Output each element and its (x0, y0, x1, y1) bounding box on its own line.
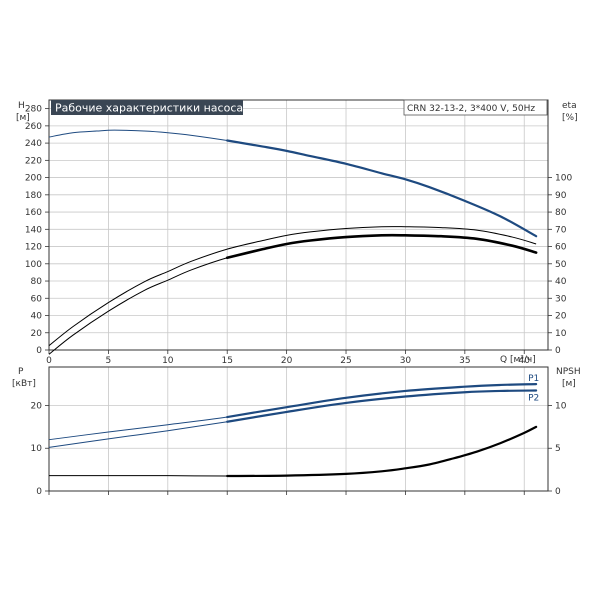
y-left-tick-label: 0 (36, 346, 42, 356)
y-left-tick-label: 160 (25, 208, 42, 218)
series-label-p2: P2 (528, 394, 539, 404)
y-left-tick-label: 60 (31, 294, 43, 304)
y-right-tick-label: 80 (555, 208, 567, 218)
chart-title: Рабочие характеристики насоса (55, 102, 243, 115)
y-right-tick-label: 100 (555, 174, 572, 184)
y-right-tick-label: 10 (555, 329, 567, 339)
x-tick-label: 40 (519, 356, 531, 366)
y-axis-right-unit: [%] (562, 113, 578, 123)
y-left-tick-label: 100 (25, 260, 42, 270)
bottom-plot-frame (48, 366, 549, 492)
y-right-tick-label: 90 (555, 191, 567, 201)
y-right-tick-label: 20 (555, 312, 567, 322)
y-left-tick-label: 10 (31, 444, 43, 454)
y-left-tick-label: 140 (25, 225, 42, 235)
p1-curve-operating-range (226, 383, 538, 419)
head-curve-operating-range (226, 139, 538, 238)
y-right-tick-label: 30 (555, 294, 567, 304)
y-axis-right-name: eta (562, 101, 577, 111)
x-tick-label: 20 (281, 356, 293, 366)
y-right-tick-label: 0 (555, 346, 561, 356)
top-plot-frame (48, 99, 549, 351)
y-axis-right-unit-bottom: [м] (562, 379, 576, 389)
y-right-tick-label: 0 (555, 487, 561, 497)
y-axis-right-name-bottom: NPSH (556, 367, 581, 377)
y-right-tick-label: 40 (555, 277, 567, 287)
y-right-tick-label: 5 (555, 444, 561, 454)
y-axis-left-unit: [м] (16, 113, 30, 123)
y-left-tick-label: 240 (25, 139, 42, 149)
x-tick-label: 0 (46, 356, 52, 366)
bottom-series: P1 P2 (48, 374, 539, 478)
y-right-tick-label: 10 (555, 401, 567, 411)
y-axis-left-unit-bottom: [кВт] (12, 379, 36, 389)
efficiency-curve-operating-range (225, 233, 538, 260)
y-left-tick-label: 80 (31, 277, 43, 287)
top-series (48, 129, 538, 355)
model-label: CRN 32-13-2, 3*400 V, 50Hz (407, 104, 535, 114)
y-left-tick-label: 260 (25, 122, 42, 132)
title-box (51, 100, 243, 115)
y-left-tick-label: 0 (36, 487, 42, 497)
p2-curve-operating-range (226, 389, 538, 423)
y-axis-left-name-bottom: P (18, 367, 24, 377)
efficiency-curve-outline-upper (48, 226, 537, 347)
y-left-tick-label: 40 (31, 312, 43, 322)
y-left-tick-label: 180 (25, 191, 42, 201)
y-left-tick-label: 120 (25, 243, 42, 253)
npsh-curve-operating-range (226, 425, 538, 478)
x-tick-label: 30 (400, 356, 412, 366)
y-left-tick-label: 220 (25, 156, 42, 166)
y-left-tick-label: 20 (31, 401, 43, 411)
y-right-tick-label: 50 (555, 260, 567, 270)
y-right-tick-label: 60 (555, 243, 567, 253)
y-left-tick-label: 200 (25, 174, 42, 184)
y-right-tick-label: 70 (555, 225, 567, 235)
x-tick-label: 15 (221, 356, 232, 366)
top-tick-labels: 0204060801001201401601802002202402602800… (25, 105, 573, 366)
bottom-tick-labels: 0 10 20 0 5 10 (31, 401, 567, 497)
series-label-p1: P1 (528, 374, 539, 384)
x-axis-label: Q [м³/ч] (500, 355, 536, 365)
y-left-tick-label: 20 (31, 329, 43, 339)
y-axis-left-name: H (18, 101, 25, 111)
model-label-box (403, 99, 548, 116)
x-tick-label: 25 (340, 356, 351, 366)
x-tick-label: 35 (459, 356, 470, 366)
x-tick-label: 10 (162, 356, 174, 366)
x-tick-label: 5 (106, 356, 112, 366)
y-left-tick-label: 280 (25, 105, 42, 115)
